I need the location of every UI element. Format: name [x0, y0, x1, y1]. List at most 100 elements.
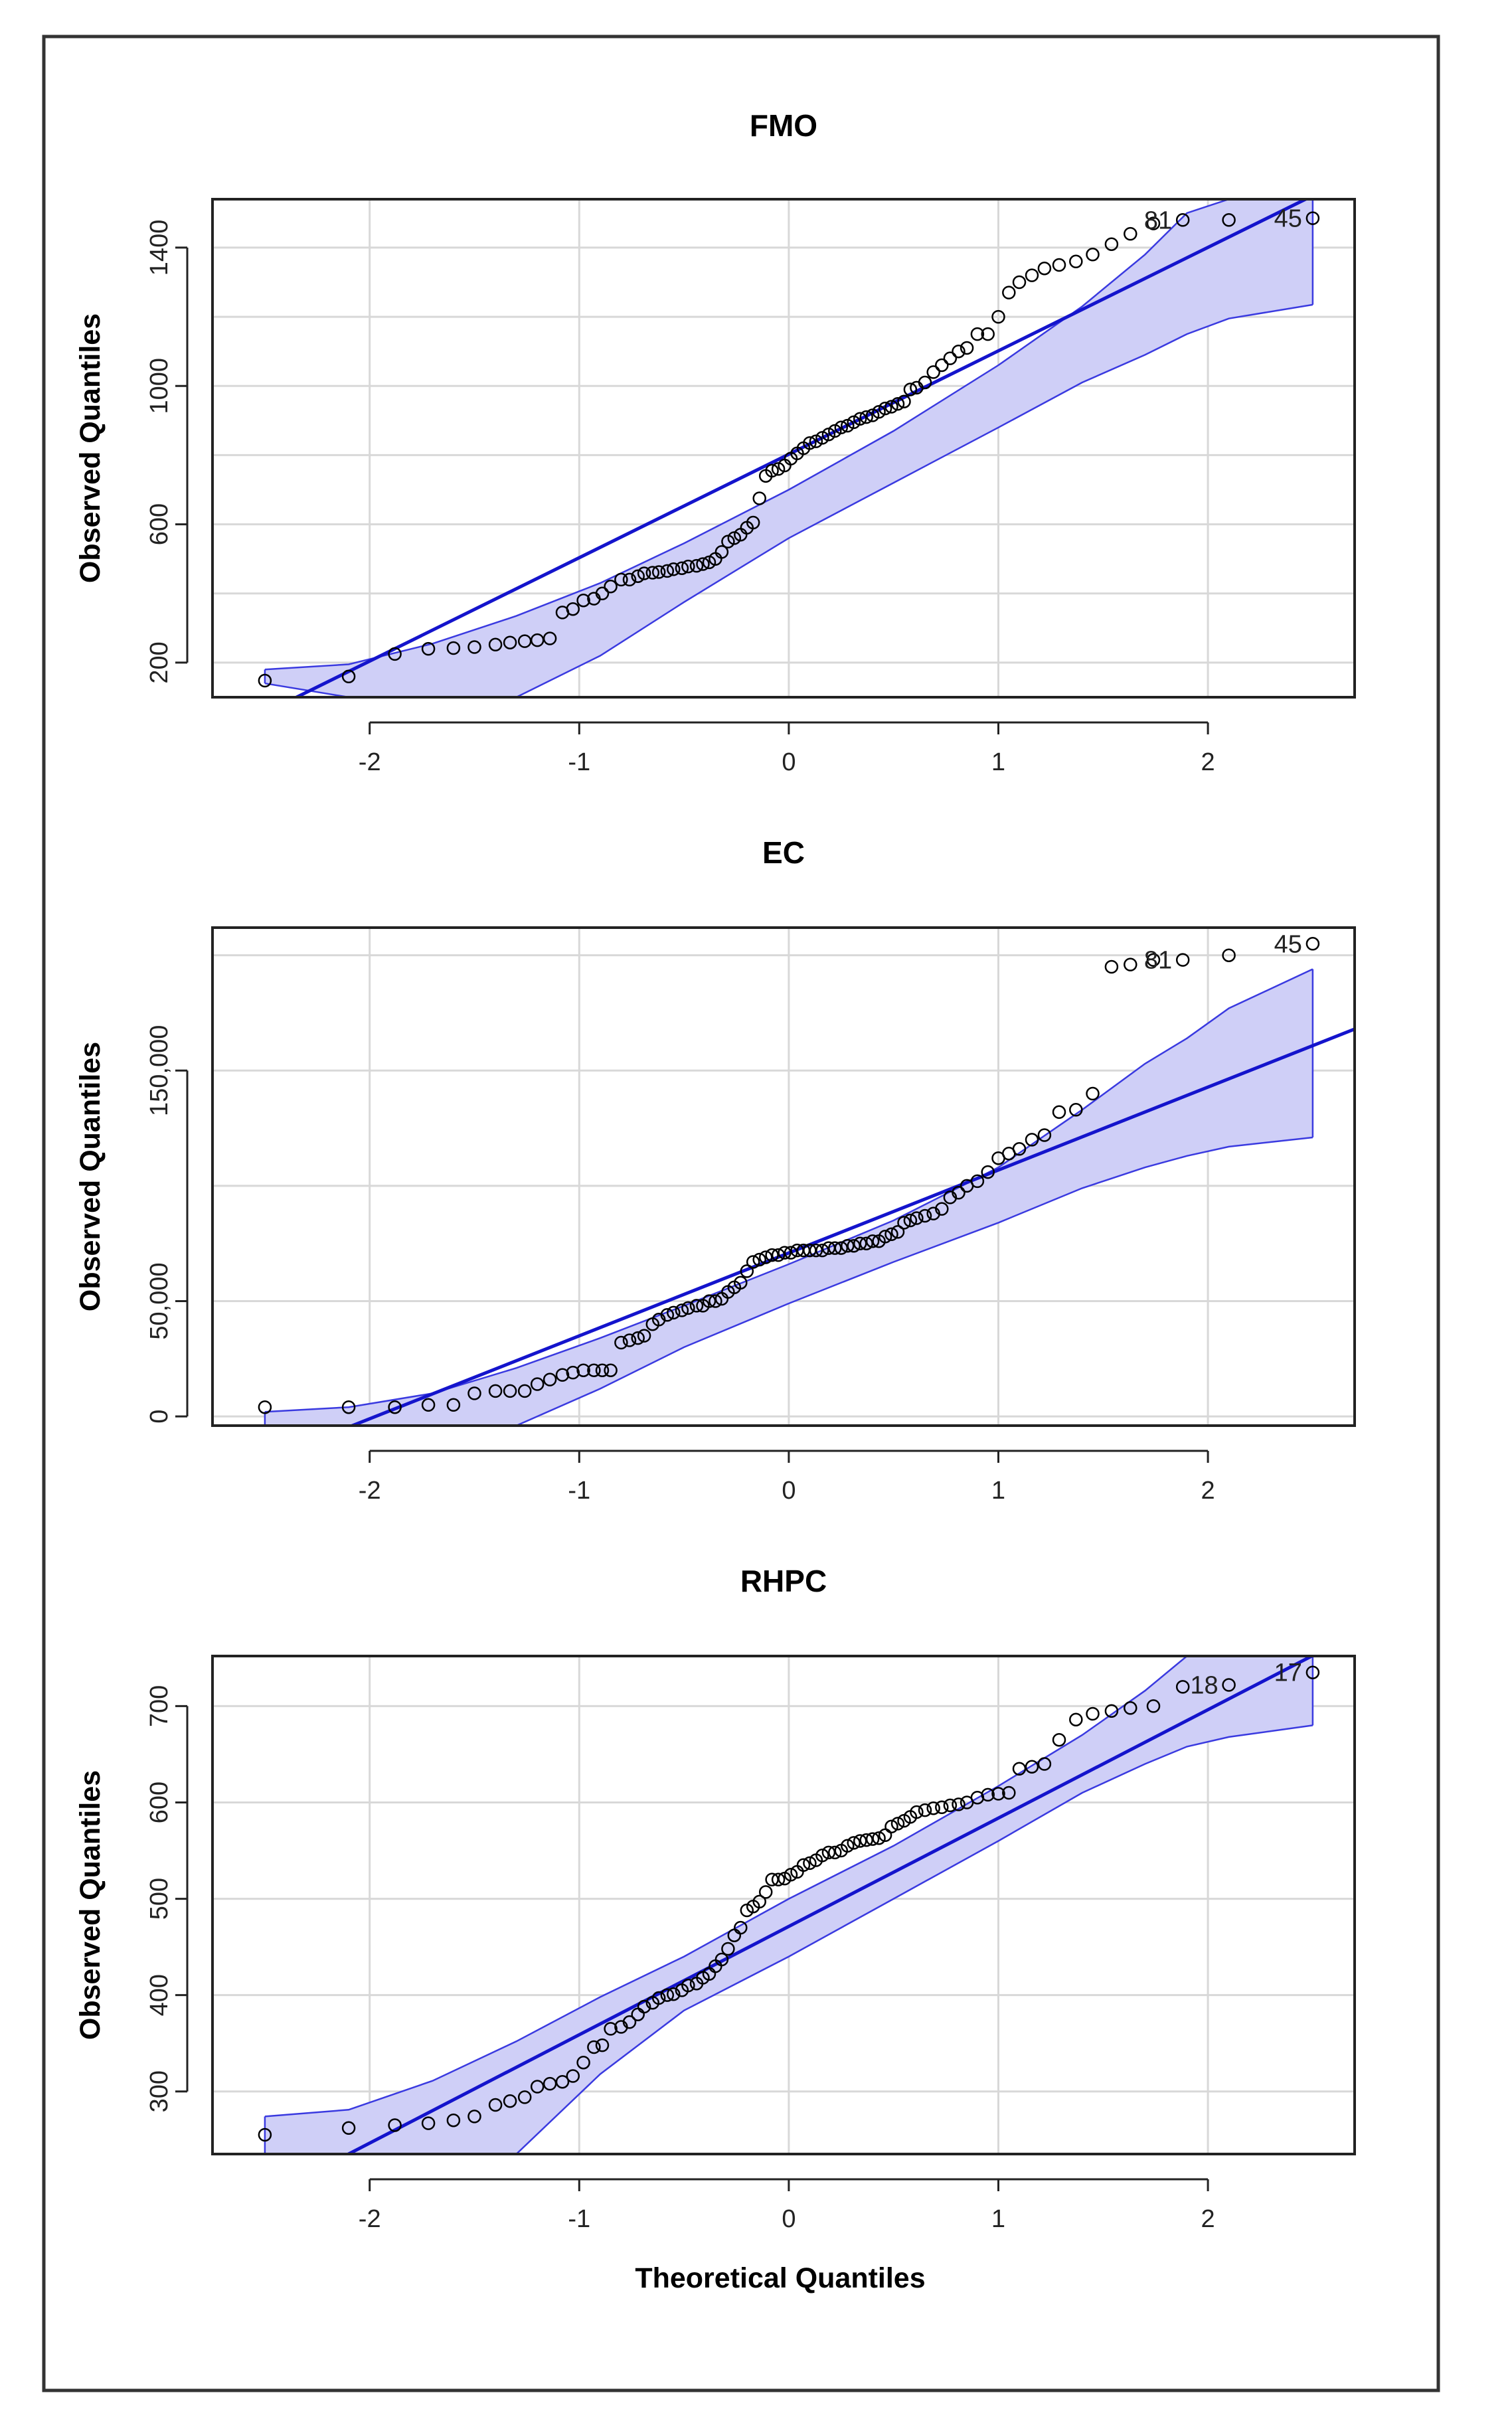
- ec-data-point: [890, 1225, 905, 1239]
- fmo-data-point: [667, 562, 681, 576]
- rhpc-data-point: [637, 1999, 651, 2014]
- rhpc-data-point: [784, 1868, 798, 1882]
- ec-data-point: [1069, 1103, 1083, 1117]
- ec-data-point: [952, 1186, 966, 1200]
- fmo-band-lower-edge: [264, 303, 1313, 697]
- ec-data-point: [530, 1377, 545, 1391]
- fmo-data-point: [421, 641, 436, 656]
- rhpc-data-point: [952, 1797, 966, 1811]
- ec-data-point: [884, 1227, 898, 1242]
- ec-data-point: [758, 1250, 773, 1264]
- rhpc-data-point: [771, 1873, 786, 1886]
- ec-data-point: [981, 1165, 995, 1179]
- ec-data-point: [631, 1331, 645, 1345]
- fmo-data-point: [878, 401, 892, 416]
- fmo-data-point: [853, 412, 867, 426]
- rhpc-data-point: [803, 1856, 817, 1871]
- ec-data-point: [689, 1299, 704, 1313]
- ec-data-point: [622, 1333, 637, 1347]
- rhpc-band-lower-edge: [264, 1724, 1313, 2154]
- rhpc-data-point: [595, 2038, 610, 2052]
- ec-data-point: [488, 1384, 503, 1398]
- ec-data-point: [595, 1363, 610, 1377]
- rhpc-data-point: [622, 2015, 637, 2029]
- rhpc-data-point: [388, 2118, 402, 2132]
- rhpc-data-point: [714, 1952, 729, 1967]
- rhpc-data-point: [815, 1849, 829, 1863]
- fmo-data-point: [467, 640, 481, 654]
- rhpc-data-point: [796, 1858, 811, 1873]
- rhpc-data-point: [853, 1834, 867, 1848]
- fmo-data-point: [681, 559, 695, 574]
- rhpc-data-point: [981, 1788, 995, 1802]
- ec-data-point: [1025, 1133, 1039, 1147]
- rhpc-data-point: [890, 1817, 905, 1831]
- fmo-data-point: [1052, 258, 1066, 272]
- fmo-data-point: [651, 565, 666, 579]
- rhpc-data-point: [841, 1839, 855, 1853]
- ec-data-point: [970, 1174, 985, 1189]
- ec-x-tick-label: 0: [782, 1477, 796, 1505]
- ec-data-point: [1146, 953, 1161, 967]
- ec-data-point: [903, 1213, 918, 1228]
- fmo-reference-line: [292, 199, 1309, 697]
- fmo-data-point: [689, 558, 704, 573]
- rhpc-y-tick-label: 300: [145, 2070, 173, 2112]
- rhpc-data-point: [910, 1805, 924, 1819]
- fmo-data-point: [752, 491, 766, 505]
- ec-data-point: [859, 1236, 873, 1250]
- fmo-data-point: [258, 673, 272, 688]
- rhpc-data-point: [991, 1787, 1005, 1801]
- ec-data-point: [1037, 1128, 1052, 1142]
- fmo-data-point: [1222, 213, 1236, 227]
- ec-data-point: [878, 1230, 892, 1244]
- rhpc-data-point: [1104, 1704, 1119, 1718]
- ec-data-point: [421, 1398, 436, 1412]
- panel-ec-plot-frame: [211, 926, 1356, 1427]
- ec-data-point: [1124, 958, 1137, 971]
- rhpc-data-point: [821, 1845, 836, 1860]
- ec-data-point: [834, 1241, 849, 1255]
- panel-rhpc-plot-frame: [211, 1655, 1356, 2155]
- fmo-data-point: [631, 569, 645, 583]
- rhpc-band-upper-edge: [264, 1656, 1313, 2118]
- rhpc-data-point: [1305, 1665, 1320, 1679]
- fmo-x-tick-label: 2: [1201, 748, 1215, 776]
- ec-band-lower-edge: [264, 1136, 1313, 1426]
- fmo-point-label: 81: [1144, 207, 1172, 234]
- fmo-data-point: [566, 602, 580, 616]
- fmo-y-tick-label: 600: [145, 503, 173, 545]
- ec-data-point: [746, 1255, 760, 1269]
- rhpc-data-point: [446, 2113, 461, 2127]
- fmo-data-point: [859, 410, 873, 424]
- fmo-point-label: 45: [1274, 205, 1302, 233]
- ec-data-point: [771, 1248, 786, 1262]
- rhpc-data-point: [859, 1833, 873, 1847]
- ec-y-tick-label: 150,000: [145, 1025, 173, 1116]
- rhpc-data-point: [517, 2090, 532, 2104]
- rhpc-data-point: [530, 2080, 545, 2094]
- fmo-data-point: [446, 641, 461, 655]
- ec-data-point: [918, 1208, 932, 1223]
- fmo-data-point: [1146, 216, 1161, 230]
- rhpc-data-point: [1037, 1757, 1052, 1771]
- fmo-data-point: [543, 631, 557, 645]
- rhpc-data-point: [1002, 1786, 1016, 1800]
- fmo-x-tick-label: -2: [359, 748, 381, 776]
- fmo-x-tick-label: 1: [991, 748, 1005, 776]
- fmo-data-point: [926, 365, 940, 379]
- fmo-data-point: [1124, 226, 1137, 241]
- fmo-data-point: [890, 397, 905, 411]
- ec-data-point: [660, 1308, 675, 1322]
- rhpc-data-point: [566, 2069, 580, 2083]
- fmo-data-point: [943, 351, 958, 365]
- rhpc-y-tick-label: 500: [145, 1878, 173, 1920]
- rhpc-data-point: [667, 1987, 681, 2001]
- fmo-data-point: [1002, 286, 1016, 299]
- rhpc-data-point: [576, 2055, 590, 2070]
- ec-point-label: 45: [1274, 930, 1302, 958]
- rhpc-data-point: [1146, 1699, 1161, 1713]
- fmo-data-point: [952, 344, 966, 359]
